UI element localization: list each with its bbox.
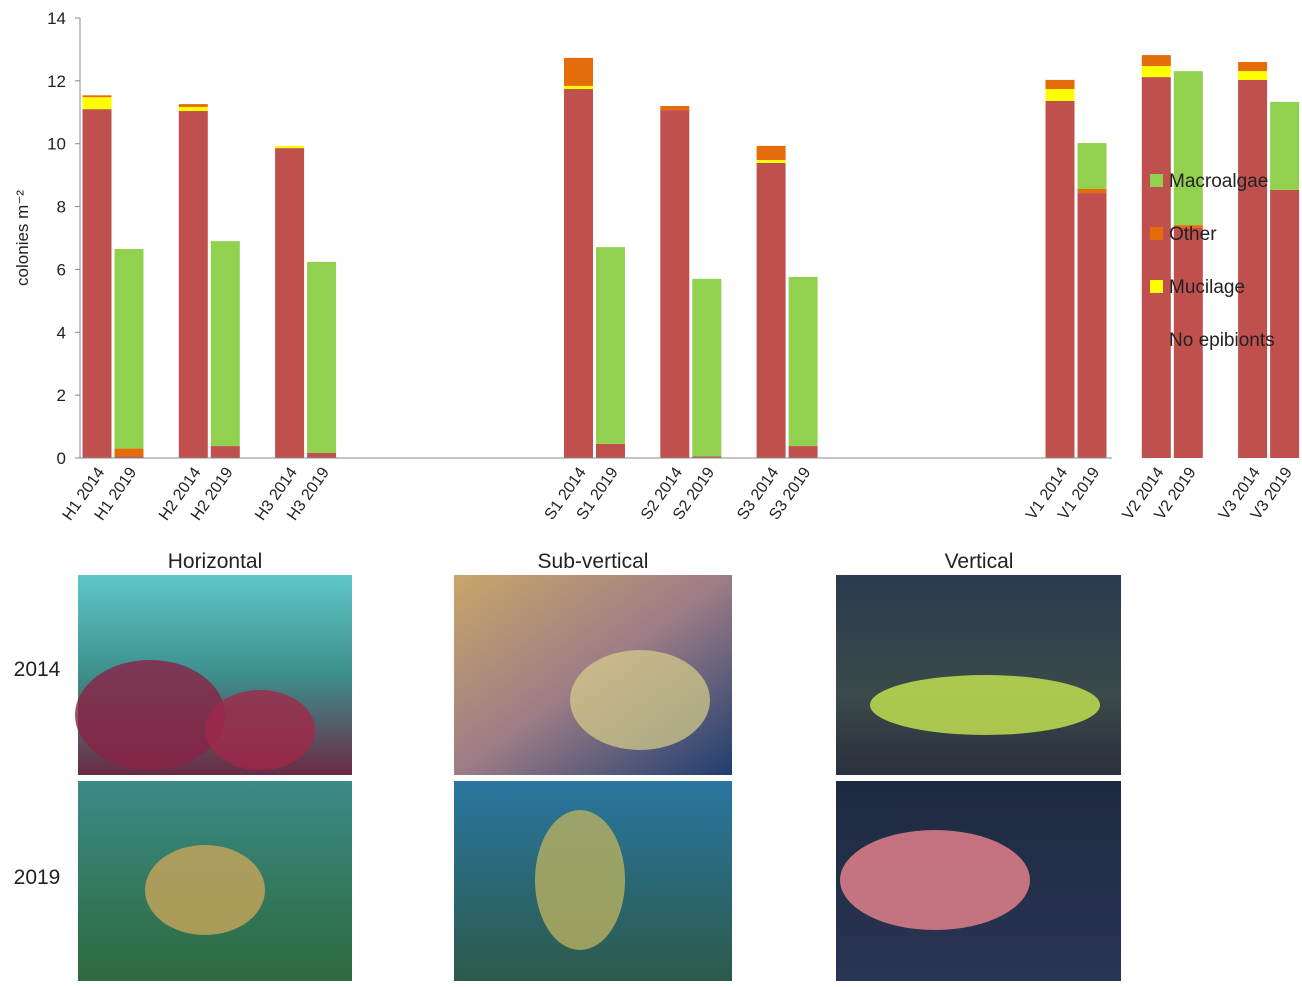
bar-segment [1270,189,1300,458]
bar-segment [114,448,144,457]
bar-segment [1238,62,1268,72]
bar-segment [1238,79,1268,459]
y-tick-label: 12 [47,72,66,91]
legend-swatch [1150,333,1163,346]
bar-segment [1173,227,1203,458]
bar-segment [1045,100,1075,458]
photo-detail [840,830,1030,930]
bar-segment [1045,89,1075,101]
photo [836,575,1121,775]
bar-segment [596,247,625,444]
bar-segment [275,148,305,458]
bar-segment [178,106,208,112]
bar-segment [1270,101,1300,190]
bar-segment [178,111,208,459]
bar-segment [756,162,786,458]
bar-segment [756,160,786,163]
bar-segment [178,104,208,107]
column-label: Horizontal [168,550,263,573]
bar-segment [564,89,593,459]
bar-segment [564,85,593,90]
legend-label: No epibionts [1169,330,1275,351]
y-tick-label: 0 [57,449,66,468]
bar-segment [307,452,337,458]
bar-segment [788,446,818,458]
bar-segment [660,106,690,111]
y-tick-label: 4 [57,323,66,342]
bar-segment [788,276,818,447]
bar-segment [1077,193,1107,459]
bar-segment [660,110,690,458]
bar-segment [1077,143,1107,189]
y-tick-label: 6 [57,260,66,279]
bar-segment [210,241,240,447]
photo-detail [535,810,625,950]
bar-segment [692,278,722,457]
bar-segment [1238,71,1268,80]
bar-segment [1077,188,1107,194]
legend-label: Macroalgae [1169,171,1268,192]
bar-segment [1173,225,1203,228]
photo-detail [205,690,315,770]
photo-grid [75,575,1121,981]
row-label: 2014 [14,658,61,681]
photo-detail [145,845,265,935]
bar-segment [210,446,240,458]
bar-segment [114,249,144,449]
y-tick-label: 8 [57,198,66,217]
photo-detail [870,675,1100,735]
bar-segment [275,145,305,149]
bar-segment [114,456,144,458]
photo-detail [75,660,225,770]
row-label: 2019 [14,866,61,889]
y-tick-label: 10 [47,135,66,154]
photo-detail [570,650,710,750]
y-tick-label: 2 [57,386,66,405]
bar-segment [1141,77,1171,458]
bar-segment [756,145,786,161]
bar-segment [692,456,722,458]
y-axis-label: colonies m⁻² [13,190,32,286]
bar-segment [596,443,625,458]
legend-swatch [1150,227,1163,240]
y-tick-label: 14 [47,9,66,28]
bar-segment [1173,71,1203,226]
bar-segment [82,95,112,98]
bar-segment [1045,79,1075,90]
bar-segment [82,97,112,110]
column-label: Vertical [945,550,1014,573]
bar-segment [1141,66,1171,78]
legend-label: Other [1169,224,1217,245]
bar-segment [307,261,337,453]
bar-segment [82,109,112,459]
legend-swatch [1150,280,1163,293]
bar-segment [564,57,593,86]
bar-segment [1141,55,1171,67]
legend-label: Mucilage [1169,277,1245,298]
legend-swatch [1150,174,1163,187]
column-label: Sub-vertical [538,550,649,573]
